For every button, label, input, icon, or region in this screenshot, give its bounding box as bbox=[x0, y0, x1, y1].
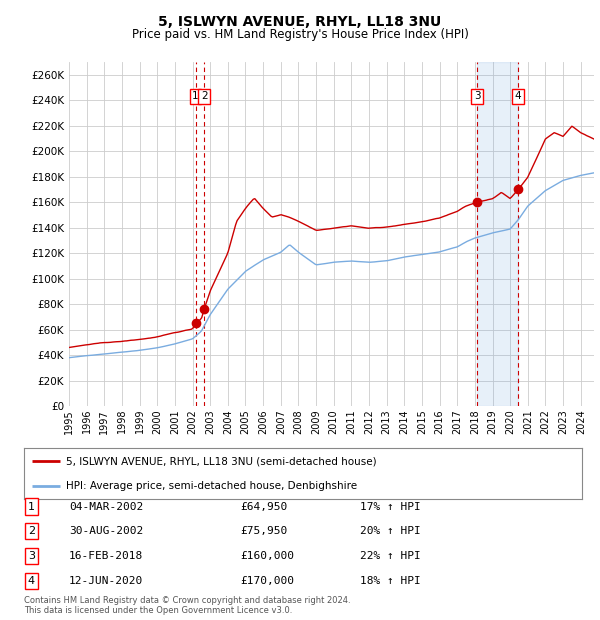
Text: 5, ISLWYN AVENUE, RHYL, LL18 3NU: 5, ISLWYN AVENUE, RHYL, LL18 3NU bbox=[158, 16, 442, 30]
Text: 2: 2 bbox=[201, 91, 208, 102]
Text: 04-MAR-2002: 04-MAR-2002 bbox=[69, 502, 143, 512]
Text: 5, ISLWYN AVENUE, RHYL, LL18 3NU (semi-detached house): 5, ISLWYN AVENUE, RHYL, LL18 3NU (semi-d… bbox=[66, 456, 376, 466]
Text: 3: 3 bbox=[473, 91, 481, 102]
Text: 30-AUG-2002: 30-AUG-2002 bbox=[69, 526, 143, 536]
Text: Price paid vs. HM Land Registry's House Price Index (HPI): Price paid vs. HM Land Registry's House … bbox=[131, 28, 469, 41]
Bar bbox=[477, 62, 518, 406]
Text: 4: 4 bbox=[28, 576, 35, 586]
Text: 2: 2 bbox=[28, 526, 35, 536]
Text: Contains HM Land Registry data © Crown copyright and database right 2024.
This d: Contains HM Land Registry data © Crown c… bbox=[24, 596, 350, 615]
Text: £75,950: £75,950 bbox=[240, 526, 287, 536]
Text: 1: 1 bbox=[28, 502, 35, 512]
Text: 17% ↑ HPI: 17% ↑ HPI bbox=[360, 502, 421, 512]
Text: 1: 1 bbox=[192, 91, 199, 102]
Text: 16-FEB-2018: 16-FEB-2018 bbox=[69, 551, 143, 561]
Text: 18% ↑ HPI: 18% ↑ HPI bbox=[360, 576, 421, 586]
Text: £64,950: £64,950 bbox=[240, 502, 287, 512]
Text: 22% ↑ HPI: 22% ↑ HPI bbox=[360, 551, 421, 561]
Text: £160,000: £160,000 bbox=[240, 551, 294, 561]
Text: 12-JUN-2020: 12-JUN-2020 bbox=[69, 576, 143, 586]
Text: £170,000: £170,000 bbox=[240, 576, 294, 586]
Text: HPI: Average price, semi-detached house, Denbighshire: HPI: Average price, semi-detached house,… bbox=[66, 481, 357, 491]
Text: 3: 3 bbox=[28, 551, 35, 561]
Text: 20% ↑ HPI: 20% ↑ HPI bbox=[360, 526, 421, 536]
Text: 4: 4 bbox=[515, 91, 521, 102]
